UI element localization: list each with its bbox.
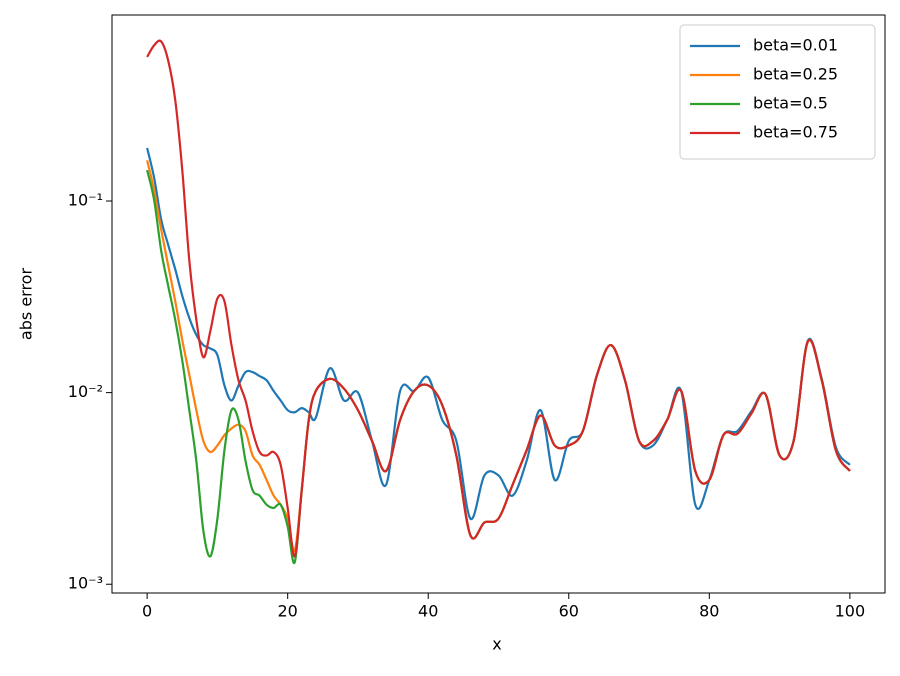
legend-box (679, 24, 876, 160)
x-tick-label: 0 (142, 602, 152, 621)
series-line (146, 39, 851, 558)
x-tick-label: 100 (835, 602, 866, 621)
x-tick-label: 60 (559, 602, 579, 621)
x-axis-label: x (492, 635, 501, 654)
series-line (146, 147, 851, 520)
legend-label: beta=0.25 (753, 65, 838, 84)
legend-label: beta=0.5 (753, 94, 828, 113)
x-tick-label: 80 (699, 602, 719, 621)
y-tick-label: 10⁻² (68, 382, 103, 401)
y-axis-label: abs error (17, 268, 36, 341)
series-line (146, 169, 851, 565)
plot-frame (111, 14, 886, 594)
x-tick-label: 40 (418, 602, 438, 621)
x-tick-label: 20 (278, 602, 298, 621)
legend-label: beta=0.01 (753, 36, 838, 55)
y-tick-label: 10⁻³ (68, 574, 103, 593)
legend-label: beta=0.75 (753, 123, 838, 142)
y-tick-label: 10⁻¹ (68, 191, 103, 210)
